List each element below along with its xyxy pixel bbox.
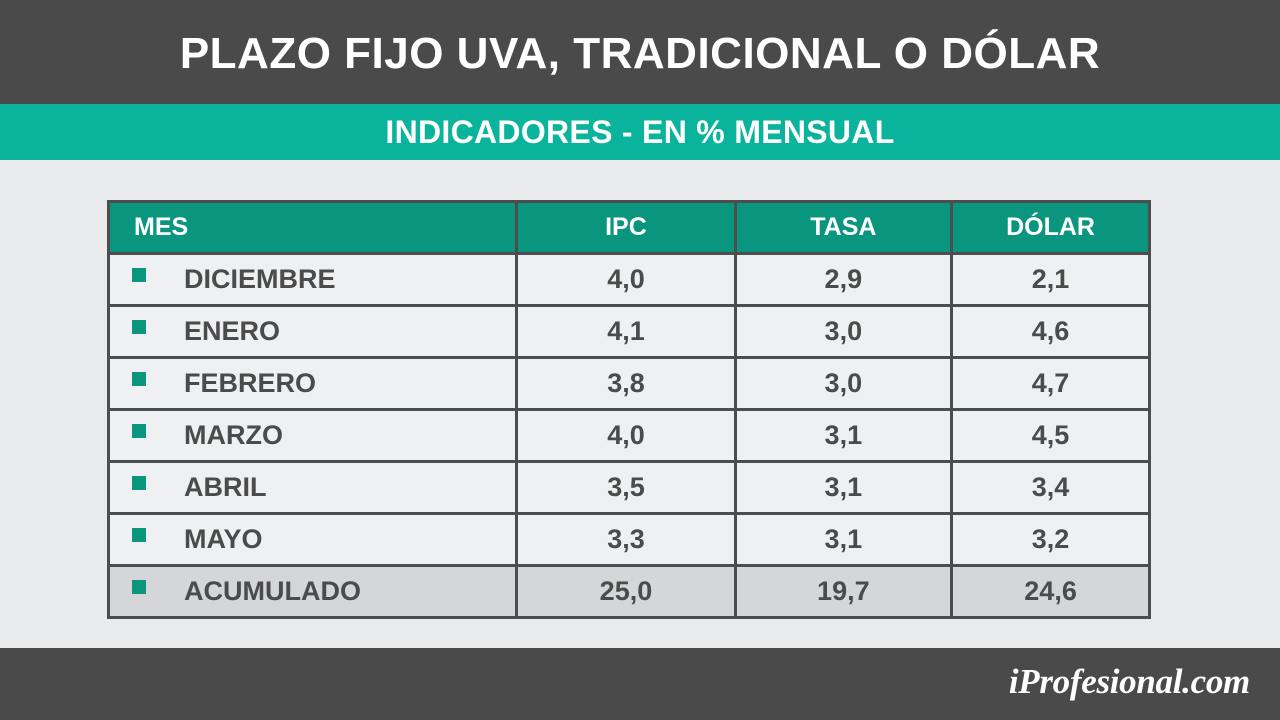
month-cell: FEBRERO [110, 359, 516, 408]
table-row: ENERO 4,1 3,0 4,6 [110, 307, 1148, 356]
month-cell: ENERO [110, 307, 516, 356]
page-title: PLAZO FIJO UVA, TRADICIONAL O DÓLAR [179, 29, 1101, 78]
table-header-row: MES IPC TASA DÓLAR [110, 203, 1148, 252]
square-bullet-icon [132, 372, 146, 386]
table-row: MARZO 4,0 3,1 4,5 [110, 411, 1148, 460]
table-row: MAYO 3,3 3,1 3,2 [110, 515, 1148, 564]
total-row: ACUMULADO 25,0 19,7 24,6 [110, 567, 1148, 616]
column-header-dolar: DÓLAR [953, 203, 1148, 252]
month-cell: MAYO [110, 515, 516, 564]
dolar-cell: 3,4 [953, 463, 1148, 512]
dolar-cell: 4,7 [953, 359, 1148, 408]
total-ipc-cell: 25,0 [518, 567, 734, 616]
square-bullet-icon [132, 476, 146, 490]
square-bullet-icon [132, 320, 146, 334]
month-label: MAYO [184, 524, 263, 554]
table-row: ABRIL 3,5 3,1 3,4 [110, 463, 1148, 512]
tasa-cell: 3,0 [736, 307, 951, 356]
dolar-cell: 3,2 [953, 515, 1148, 564]
month-label: DICIEMBRE [184, 264, 336, 294]
subtitle-banner: INDICADORES - EN % MENSUAL [0, 104, 1280, 160]
total-label: ACUMULADO [184, 576, 361, 606]
ipc-cell: 3,3 [518, 515, 734, 564]
page-subtitle: INDICADORES - EN % MENSUAL [385, 113, 895, 150]
tasa-cell: 3,1 [736, 411, 951, 460]
ipc-cell: 3,5 [518, 463, 734, 512]
month-label: MARZO [184, 420, 283, 450]
column-header-mes: MES [110, 203, 516, 252]
total-label-cell: ACUMULADO [110, 567, 516, 616]
table-row: DICIEMBRE 4,0 2,9 2,1 [110, 255, 1148, 304]
table-body: DICIEMBRE 4,0 2,9 2,1 ENERO 4,1 3,0 4,6 … [110, 255, 1148, 616]
table-row: FEBRERO 3,8 3,0 4,7 [110, 359, 1148, 408]
month-cell: DICIEMBRE [110, 255, 516, 304]
month-cell: MARZO [110, 411, 516, 460]
ipc-cell: 3,8 [518, 359, 734, 408]
square-bullet-icon [132, 528, 146, 542]
tasa-cell: 3,0 [736, 359, 951, 408]
ipc-cell: 4,1 [518, 307, 734, 356]
month-label: ABRIL [184, 472, 267, 502]
month-label: ENERO [184, 316, 281, 346]
indicators-table-container: MES IPC TASA DÓLAR DICIEMBRE 4,0 2,9 2,1… [107, 200, 1151, 619]
iprofesional-logo: iProfesional.com [1008, 662, 1250, 701]
month-label: FEBRERO [184, 368, 317, 398]
title-banner: PLAZO FIJO UVA, TRADICIONAL O DÓLAR [0, 0, 1280, 104]
tasa-cell: 2,9 [736, 255, 951, 304]
square-bullet-icon [132, 580, 146, 594]
dolar-cell: 4,6 [953, 307, 1148, 356]
dolar-cell: 4,5 [953, 411, 1148, 460]
column-header-ipc: IPC [518, 203, 734, 252]
total-dolar-cell: 24,6 [953, 567, 1148, 616]
ipc-cell: 4,0 [518, 255, 734, 304]
month-cell: ABRIL [110, 463, 516, 512]
tasa-cell: 3,1 [736, 515, 951, 564]
tasa-cell: 3,1 [736, 463, 951, 512]
total-tasa-cell: 19,7 [736, 567, 951, 616]
square-bullet-icon [132, 424, 146, 438]
column-header-tasa: TASA [736, 203, 951, 252]
indicators-table: MES IPC TASA DÓLAR DICIEMBRE 4,0 2,9 2,1… [107, 200, 1151, 619]
square-bullet-icon [132, 268, 146, 282]
dolar-cell: 2,1 [953, 255, 1148, 304]
footer-bar: iProfesional.com [0, 648, 1280, 720]
ipc-cell: 4,0 [518, 411, 734, 460]
